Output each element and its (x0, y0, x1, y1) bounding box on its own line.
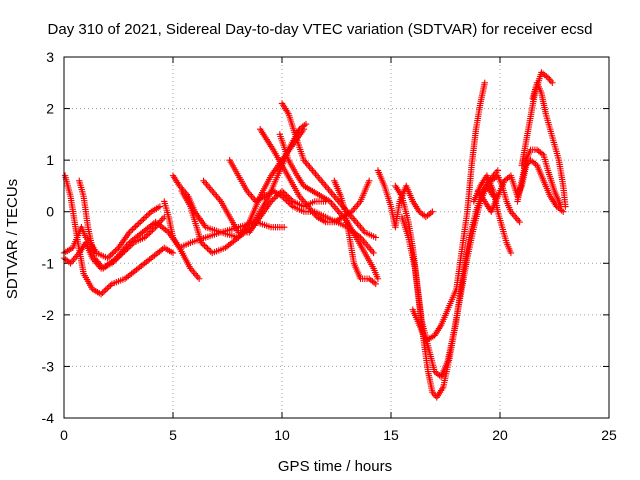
data-point (201, 242, 208, 249)
x-tick-label: 20 (492, 427, 508, 443)
x-axis-label: GPS time / hours (278, 458, 392, 475)
data-point (560, 208, 567, 215)
data-point (285, 198, 292, 206)
data-point (110, 249, 118, 256)
series-track-21 (514, 146, 565, 210)
data-point (112, 247, 119, 254)
y-tick-label: 3 (46, 49, 54, 65)
data-point (100, 288, 108, 295)
x-tick-label: 0 (60, 427, 68, 443)
data-point (143, 212, 150, 220)
data-point (102, 286, 109, 294)
data-point (156, 203, 164, 210)
data-point (137, 218, 144, 226)
data-point (130, 224, 138, 232)
x-tick-label: 10 (274, 427, 290, 443)
data-point (195, 275, 203, 282)
data-point (144, 231, 151, 238)
data-point (104, 254, 111, 262)
series-track-3 (61, 172, 177, 298)
data-point (149, 226, 156, 234)
data-point (374, 275, 382, 282)
data-point (97, 291, 105, 298)
series-track-15 (392, 182, 497, 380)
data-point (267, 198, 275, 205)
y-tick-label: 0 (46, 204, 54, 220)
data-point (126, 229, 133, 236)
data-point (549, 79, 556, 86)
data-point (140, 215, 147, 223)
data-point (271, 195, 278, 202)
data-point (562, 203, 569, 210)
data-point (99, 289, 106, 296)
data-point (147, 228, 155, 235)
data-point (283, 197, 290, 204)
data-point (135, 220, 142, 227)
data-point (113, 246, 121, 253)
data-point (280, 194, 287, 201)
data-point (104, 285, 111, 292)
data-point (141, 214, 149, 221)
data-point (107, 251, 114, 259)
data-point (129, 226, 136, 233)
chart-title: Day 310 of 2021, Sidereal Day-to-day VTE… (48, 21, 593, 38)
data-point (204, 245, 211, 252)
data-point (109, 250, 116, 257)
data-point (281, 195, 289, 203)
data-point (370, 249, 377, 257)
data-marks (60, 69, 569, 401)
y-tick-label: -4 (42, 410, 55, 426)
data-point (132, 223, 139, 230)
y-tick-label: -1 (42, 255, 55, 271)
data-point (138, 217, 146, 224)
data-point (141, 234, 148, 241)
data-point (105, 253, 113, 260)
x-tick-label: 5 (169, 427, 177, 443)
data-point (144, 211, 152, 218)
data-point (272, 193, 279, 201)
data-point (127, 227, 135, 235)
data-point (105, 283, 113, 291)
data-point (143, 232, 150, 240)
data-point (302, 120, 310, 128)
data-point (198, 239, 205, 246)
x-tick-label: 25 (601, 427, 617, 443)
series-track-11 (276, 131, 382, 282)
x-tick-label: 15 (383, 427, 399, 443)
data-point (278, 193, 286, 200)
data-point (169, 249, 177, 257)
data-point (207, 248, 214, 255)
data-point (150, 225, 158, 232)
y-tick-label: 1 (46, 152, 54, 168)
data-point (269, 196, 276, 204)
data-point (205, 246, 213, 254)
series-track-23 (529, 79, 569, 210)
y-tick-label: -2 (42, 307, 55, 323)
y-axis-label: SDTVAR / TECUs (4, 179, 21, 299)
series-track-17 (409, 79, 488, 344)
data-point (372, 234, 379, 241)
data-point (146, 229, 153, 237)
data-point (429, 208, 436, 215)
data-point (202, 243, 210, 251)
data-point (286, 200, 293, 207)
series-track-13 (331, 177, 379, 288)
data-point (146, 209, 153, 217)
data-point (107, 282, 114, 289)
plot-frame (63, 56, 610, 419)
data-point (133, 221, 141, 229)
data-point (507, 249, 515, 257)
data-point (300, 126, 307, 133)
data-point (280, 223, 288, 231)
y-tick-label: -3 (42, 358, 55, 374)
series-track-18 (470, 172, 515, 257)
y-tick-label: 2 (46, 101, 54, 117)
data-point (372, 280, 379, 288)
data-point (366, 177, 373, 184)
data-point (516, 218, 523, 226)
data-point (481, 79, 488, 86)
data-point (199, 240, 207, 248)
data-point (288, 201, 295, 209)
